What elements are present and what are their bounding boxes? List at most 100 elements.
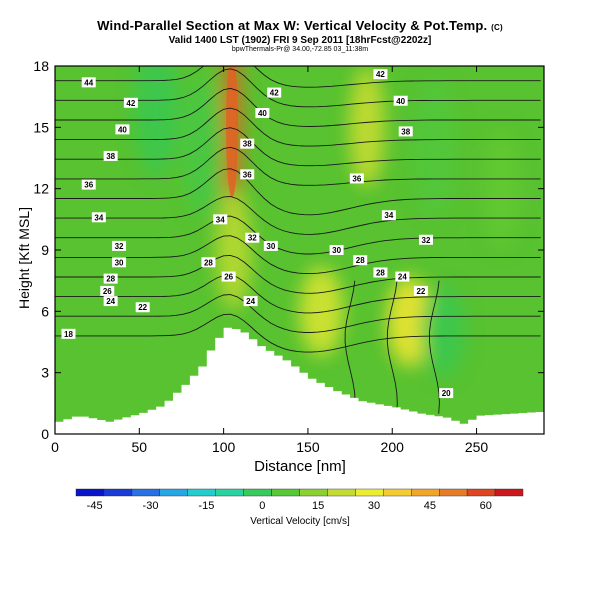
contour-label-box (221, 271, 236, 282)
contour-label-text: 42 (126, 99, 135, 108)
colorbar: -45 -30 -15 0 15 30 45 60 (75, 488, 524, 512)
colorbar-tick-6: 45 (424, 500, 436, 512)
contour-label-box (112, 257, 127, 268)
contour-label-13: 42 (373, 69, 388, 80)
contour-label-text: 26 (103, 287, 112, 296)
contour-label-3: 38 (103, 150, 118, 161)
contour-label-box (81, 77, 96, 88)
contour-label-text: 42 (376, 70, 385, 79)
contour-label-4: 36 (81, 179, 96, 190)
contour-label-box (240, 138, 255, 149)
colorbar-label: Vertical Velocity [cm/s] (250, 516, 350, 527)
contour-label-16: 40 (393, 95, 408, 106)
contour-label-19: 36 (240, 169, 255, 180)
contour-label-text: 32 (422, 236, 431, 245)
velocity-feature-7 (412, 77, 457, 218)
contour-label-text: 28 (356, 256, 365, 265)
contour-label-box (201, 257, 216, 268)
contour-label-27: 28 (201, 257, 216, 268)
contour-label-30: 26 (221, 271, 236, 282)
colorbar-segment-7 (271, 488, 300, 497)
contour-label-text: 28 (204, 258, 213, 267)
colorbar-segment-1 (103, 488, 133, 497)
velocity-feature-3 (299, 266, 344, 357)
colorbar-tick-0: -45 (87, 500, 103, 512)
contour-label-box (418, 234, 433, 245)
contour-label-box (123, 97, 138, 108)
contour-label-text: 42 (270, 89, 279, 98)
contour-label-text: 30 (266, 242, 275, 251)
contour-label-22: 34 (381, 210, 396, 221)
contour-label-box (267, 87, 282, 98)
x-axis-label: Distance [nm] (254, 458, 346, 475)
contour-label-box (112, 240, 127, 251)
contour-label-34: 20 (439, 388, 454, 399)
contour-label-6: 32 (112, 240, 127, 251)
contour-label-box (373, 267, 388, 278)
contour-label-text: 38 (106, 152, 115, 161)
theta-contour-26 (55, 235, 541, 275)
contour-label-box (135, 302, 150, 313)
contour-label-text: 22 (138, 303, 147, 312)
contour-label-box (439, 388, 454, 399)
y-tick-label-0: 0 (41, 426, 49, 442)
contour-label-29: 28 (373, 267, 388, 278)
x-tick-label-0: 0 (51, 439, 59, 455)
theta-contours (55, 66, 541, 414)
contour-label-text: 30 (332, 246, 341, 255)
contour-label-box (413, 285, 428, 296)
contour-label-box (263, 240, 278, 251)
contour-label-text: 32 (248, 234, 257, 243)
colorbar-segment-6 (243, 488, 272, 497)
contour-label-box (393, 95, 408, 106)
chart-credit: bpwThermals-Pr@ 34.00,-72.85 03_11:38m (231, 46, 369, 53)
contour-label-20: 36 (349, 173, 364, 184)
velocity-feature-4 (348, 67, 385, 188)
contour-label-box (103, 296, 118, 307)
contour-label-box (100, 285, 115, 296)
colorbar-segment-3 (159, 488, 188, 497)
contour-label-box (353, 255, 368, 266)
theta-contour-32 (55, 168, 541, 216)
contour-label-box (381, 210, 396, 221)
contour-label-text: 34 (216, 215, 225, 224)
contour-label-box (373, 69, 388, 80)
y-tick-label-4: 12 (33, 181, 49, 197)
contour-label-33: 22 (413, 285, 428, 296)
contour-label-1: 42 (123, 97, 138, 108)
updraft-core (226, 66, 239, 198)
contour-label-text: 24 (398, 273, 407, 282)
colorbar-segment-10 (355, 488, 384, 497)
x-tick-label-4: 200 (381, 439, 405, 455)
terrain-mask (55, 327, 544, 434)
contour-label-box (103, 273, 118, 284)
y-tick-label-2: 6 (41, 303, 49, 319)
contour-label-26: 30 (329, 245, 344, 255)
contour-label-box (240, 169, 255, 180)
contour-label-28: 28 (353, 255, 368, 266)
y-tick-label-5: 15 (33, 119, 49, 135)
contour-label-text: 24 (106, 297, 115, 306)
contour-labels: 4442403836343230282624221842424040383836… (61, 69, 454, 399)
theta-contour-18 (55, 313, 541, 353)
contour-label-text: 38 (243, 140, 252, 149)
colorbar-segment-4 (187, 488, 216, 497)
contour-label-25: 30 (263, 240, 278, 251)
colorbar-segment-11 (383, 488, 412, 497)
velocity-feature-8 (483, 128, 520, 249)
chart-title: Wind-Parallel Section at Max W: Vertical… (0, 18, 600, 33)
contour-label-text: 28 (106, 275, 115, 284)
velocity-feature-5 (134, 66, 179, 177)
velocity-feature-9 (420, 286, 465, 377)
contour-label-text: 36 (84, 181, 93, 190)
x-tick-label-5: 250 (465, 439, 489, 455)
colorbar-segment-0 (75, 488, 105, 497)
velocity-blobs (134, 66, 520, 377)
theta-contour-34 (55, 146, 541, 186)
contour-label-box (243, 296, 258, 307)
velocity-feature-6 (181, 77, 226, 218)
colorbar-segment-9 (327, 488, 356, 497)
contour-label-8: 28 (103, 273, 118, 284)
contour-label-box (255, 108, 270, 119)
contour-label-text: 40 (118, 125, 127, 134)
